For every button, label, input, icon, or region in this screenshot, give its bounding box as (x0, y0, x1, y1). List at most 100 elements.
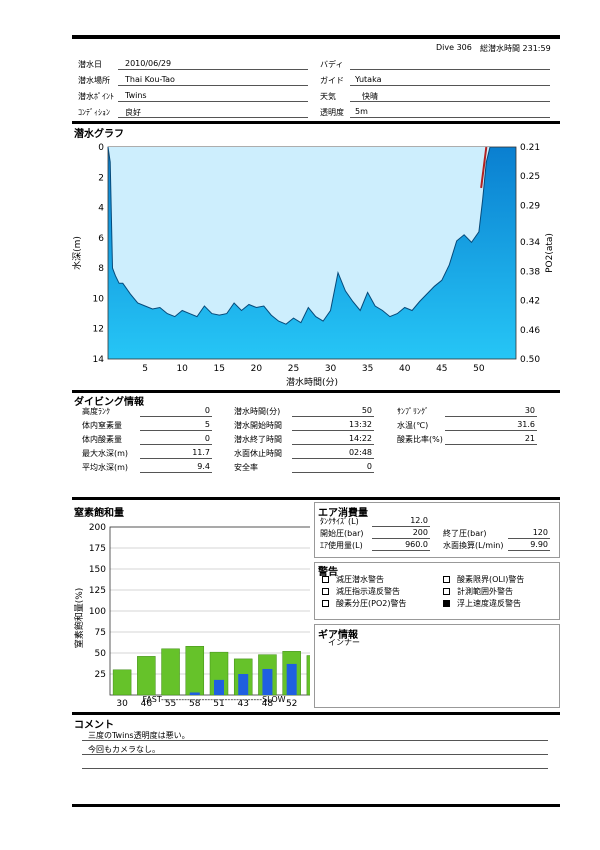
time-tick-label: 25 (288, 364, 299, 374)
gear-value: インナー (328, 638, 360, 647)
start-time-value: 13:32 (348, 420, 372, 429)
y-axis-label: 水深(m) (71, 236, 83, 270)
time-tick-label: 40 (399, 364, 411, 374)
top-rule (72, 35, 560, 39)
sampling-label: ｻﾝﾌﾟﾘﾝｸﾞ (397, 407, 429, 416)
buddy-label: バディ (320, 60, 344, 69)
body-nitrogen-label: 体内窒素量 (82, 421, 122, 430)
body-nitrogen-field (140, 420, 212, 431)
air-box (314, 502, 560, 558)
compartment-label: 46 (141, 699, 153, 708)
warning-checkbox (322, 576, 329, 583)
nitrogen-tick-label: 75 (95, 628, 106, 638)
end-time-field (292, 434, 374, 445)
depth-tick-label: 12 (93, 325, 104, 335)
weather-value: 快晴 (362, 92, 378, 101)
warning-label: 浮上速度違反警告 (457, 599, 521, 608)
nitrogen-slow-bar (262, 668, 273, 695)
po2-line (480, 146, 488, 189)
date-label: 潜水日 (78, 60, 102, 69)
visibility-field (350, 107, 550, 118)
nitrogen-slow-bar (238, 674, 249, 695)
nitrogen-tick-label: 50 (95, 649, 107, 659)
comment-line (82, 758, 548, 769)
guide-value: Yutaka (355, 75, 382, 84)
depth-tick-label: 14 (93, 355, 105, 365)
nitrogen-title: 窒素飽和量 (74, 508, 124, 519)
dive-graph: 0 2 4 6 8 10 12 14 0.21 0.25 0.29 0.34 0.38 0.42 0.46… (71, 143, 555, 388)
end-time-value: 14:22 (348, 434, 372, 443)
depth-tick-label: 0 (98, 143, 104, 153)
sampling-value: 30 (524, 406, 535, 415)
compartment-label: 58 (189, 699, 201, 708)
nitrogen-slow-bar (189, 692, 200, 695)
depth-tick-label: 4 (98, 204, 104, 214)
nitrogen-bar (306, 655, 310, 696)
warning-label: 計測範囲外警告 (457, 587, 513, 596)
air-used-value: 960.0 (405, 540, 428, 549)
po2-tick-label: 0.50 (520, 355, 540, 365)
start-pressure-field (372, 528, 430, 539)
nitrogen-tick-label: 150 (89, 565, 106, 575)
nitrogen-y-label: 窒素飽和量(%) (73, 588, 85, 649)
nitrogen-slow-bar (286, 663, 297, 695)
po2-tick-label: 0.38 (520, 267, 540, 277)
time-tick-label: 35 (362, 364, 373, 374)
air-used-label: ｴｱ使用量(L) (320, 541, 363, 550)
visibility-label: 透明度 (320, 108, 344, 117)
start-time-label: 潜水開始時間 (234, 421, 282, 430)
safety-factor-value: 0 (366, 462, 372, 471)
nitrogen-bar (112, 669, 132, 696)
guide-label: ガイド (320, 76, 344, 85)
total-dive-time: 総潜水時間 231:59 (480, 44, 551, 53)
surface-interval-label: 水面休止時間 (234, 449, 282, 458)
depth-tick-label: 10 (93, 294, 105, 304)
gear-title: ギア情報 (318, 630, 358, 641)
depth-tick-label: 2 (98, 173, 104, 183)
oxygen-ratio-value: 21 (524, 434, 535, 443)
surface-rate-value: 9.90 (530, 540, 548, 549)
surface-interval-value: 02:48 (348, 448, 372, 457)
section-rule-1 (72, 121, 560, 124)
nitrogen-bar (185, 646, 205, 696)
po2-tick-label: 0.46 (520, 326, 540, 336)
water-temp-label: 水温(℃) (397, 421, 429, 430)
compartment-label: 30 (116, 699, 128, 708)
surface-rate-field (508, 540, 550, 551)
air-used-field (372, 540, 430, 551)
oxygen-ratio-label: 酸素比率(%) (397, 435, 443, 444)
body-oxygen-label: 体内酸素量 (82, 435, 122, 444)
end-time-label: 潜水終了時間 (234, 435, 282, 444)
time-tick-label: 15 (214, 364, 225, 374)
max-depth-value: 11.7 (192, 448, 210, 457)
oxygen-ratio-field (445, 434, 537, 445)
warning-checkbox (443, 576, 450, 583)
nitrogen-bar (137, 656, 156, 696)
po2-tick-label: 0.42 (520, 297, 540, 307)
dive-time-value: 50 (361, 406, 372, 415)
sampling-field (445, 406, 537, 417)
nitrogen-tick-label: 100 (89, 607, 106, 617)
safety-factor-label: 安全率 (234, 463, 258, 472)
compartment-label: 52 (286, 699, 297, 708)
surface-area (108, 147, 491, 325)
time-tick-label: 45 (436, 364, 447, 374)
y2-axis-label: PO2(ata) (545, 233, 555, 273)
time-tick-label: 50 (473, 364, 485, 374)
section-rule-3 (72, 497, 560, 500)
body-oxygen-value: 0 (204, 434, 210, 443)
tank-size-label: ﾀﾝｸｻｲｽﾞ(L) (320, 517, 359, 526)
condition-label: ｺﾝﾃﾞｨｼｮﾝ (78, 108, 110, 117)
point-label: 潜水ﾎﾟｲﾝﾄ (78, 92, 114, 101)
comment-line (82, 730, 548, 741)
max-depth-label: 最大水深(m) (82, 449, 129, 458)
avg-depth-value: 9.4 (197, 462, 210, 471)
compartment-label: 51 (213, 699, 224, 708)
nitrogen-tick-label: 125 (89, 586, 106, 596)
comment-line (82, 744, 548, 755)
nitrogen-tick-label: 200 (89, 523, 106, 533)
visibility-value: 5m (355, 107, 368, 116)
comment-text: 三度のTwins透明度は悪い。 (88, 731, 190, 740)
bottom-rule (72, 804, 560, 807)
po2-tick-label: 0.29 (520, 201, 540, 211)
